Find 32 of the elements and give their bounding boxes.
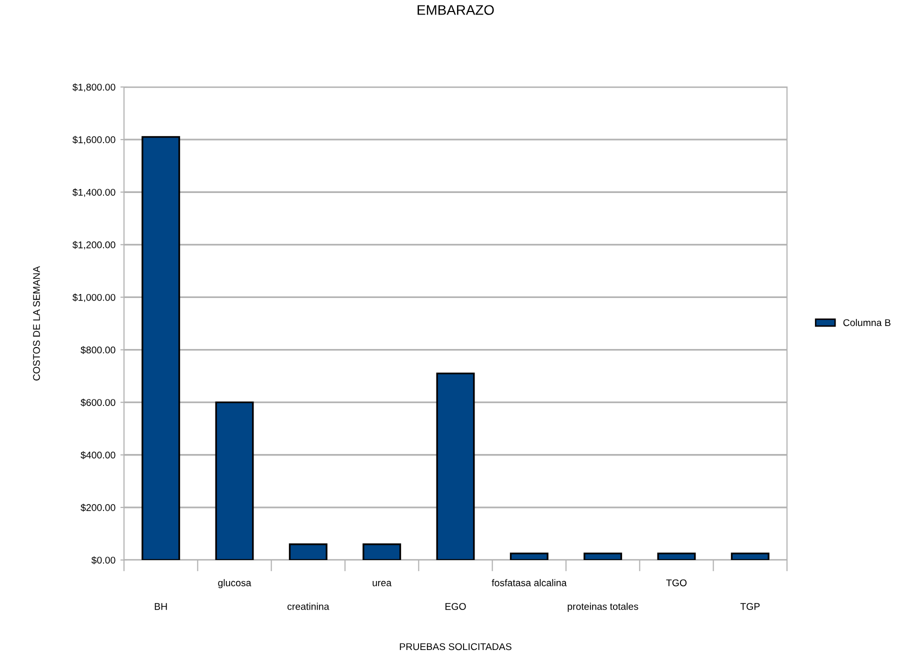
y-tick-label: $600.00 (80, 398, 116, 407)
legend-label: Columna B (843, 318, 890, 326)
y-tick-label: $0.00 (91, 556, 116, 564)
y-tick-label: $1,600.00 (72, 136, 116, 144)
x-tick-label: EGO (445, 603, 466, 610)
y-tick-label: $400.00 (80, 451, 116, 460)
x-tick-label: TGO (666, 579, 687, 586)
bar (436, 372, 475, 560)
bar (215, 402, 254, 560)
y-axis-title: COSTOS DE LA SEMANA (33, 266, 40, 380)
y-tick-label: $200.00 (80, 504, 116, 512)
bar (510, 552, 548, 560)
x-axis-title: PRUEBAS SOLICITADAS (400, 643, 512, 650)
bar (288, 543, 328, 560)
x-tick-label: fosfatasa alcalina (492, 579, 567, 586)
x-tick-label: creatinina (288, 602, 330, 610)
bar (142, 136, 180, 560)
bar (730, 552, 770, 560)
y-tick-label: $1,000.00 (72, 294, 116, 302)
chart-title: EMBARAZO (418, 5, 494, 15)
y-tick-label: $800.00 (80, 346, 116, 354)
y-tick-label: $1,200.00 (72, 240, 116, 250)
x-tick-label: urea (372, 580, 392, 586)
x-tick-label: BH (154, 603, 167, 610)
bar (584, 552, 622, 560)
bar (657, 552, 696, 560)
y-tick-label: $1,400.00 (72, 188, 116, 197)
y-tick-label: $1,800.00 (72, 83, 116, 92)
x-tick-label: TGP (740, 603, 760, 610)
x-tick-label: proteinas totales (568, 602, 638, 612)
bar (362, 543, 402, 560)
x-tick-label: glucosa (218, 579, 252, 588)
